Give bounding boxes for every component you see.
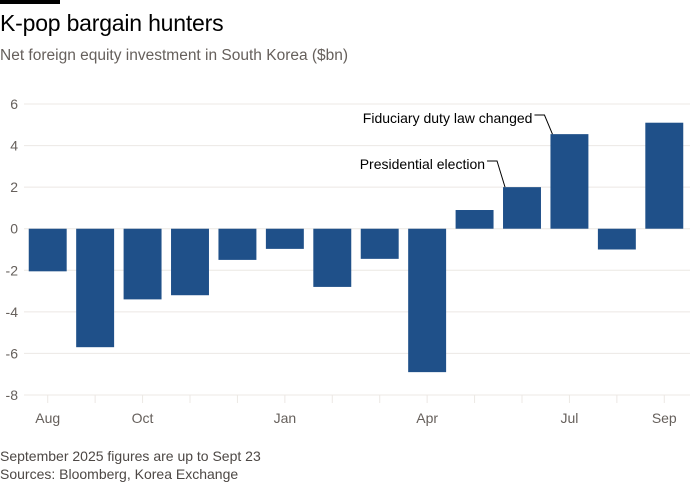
y-tick-label: -2 [6, 262, 19, 278]
y-tick-label: -4 [6, 304, 19, 320]
annotation-connector [534, 114, 553, 135]
annotation-connector [487, 160, 506, 188]
footer-sources: Sources: Bloomberg, Korea Exchange [0, 466, 239, 482]
y-tick-label: 0 [10, 221, 18, 237]
bar [218, 228, 257, 260]
x-tick-label: Jan [274, 410, 297, 426]
bar [645, 122, 684, 229]
x-tick-label: Aug [35, 410, 60, 426]
chart-title: K-pop bargain hunters [0, 10, 224, 36]
bar [597, 228, 636, 250]
y-tick-label: 6 [10, 96, 18, 112]
y-tick-label: -6 [6, 345, 19, 361]
brand-topbar [0, 0, 60, 4]
y-tick-label: 2 [10, 179, 18, 195]
x-tick-label: Jul [560, 410, 578, 426]
bar [503, 187, 541, 229]
bar [123, 228, 162, 300]
bar [76, 228, 115, 348]
bar [28, 228, 67, 272]
x-tick-label: Sep [652, 410, 677, 426]
y-tick-label: 4 [10, 138, 18, 154]
footer-note: September 2025 figures are up to Sept 23 [0, 448, 261, 464]
bar [550, 134, 589, 229]
x-tick-label: Oct [132, 410, 154, 426]
bar [360, 228, 399, 259]
x-tick-label: Apr [416, 410, 438, 426]
annotation-label: Fiduciary duty law changed [363, 110, 533, 126]
bar [313, 228, 352, 287]
bar [408, 228, 447, 373]
bar [455, 210, 494, 229]
bar [265, 228, 304, 249]
bar [171, 228, 209, 296]
annotation-label: Presidential election [360, 156, 485, 172]
chart-subtitle: Net foreign equity investment in South K… [0, 47, 349, 64]
y-tick-label: -8 [6, 387, 19, 403]
